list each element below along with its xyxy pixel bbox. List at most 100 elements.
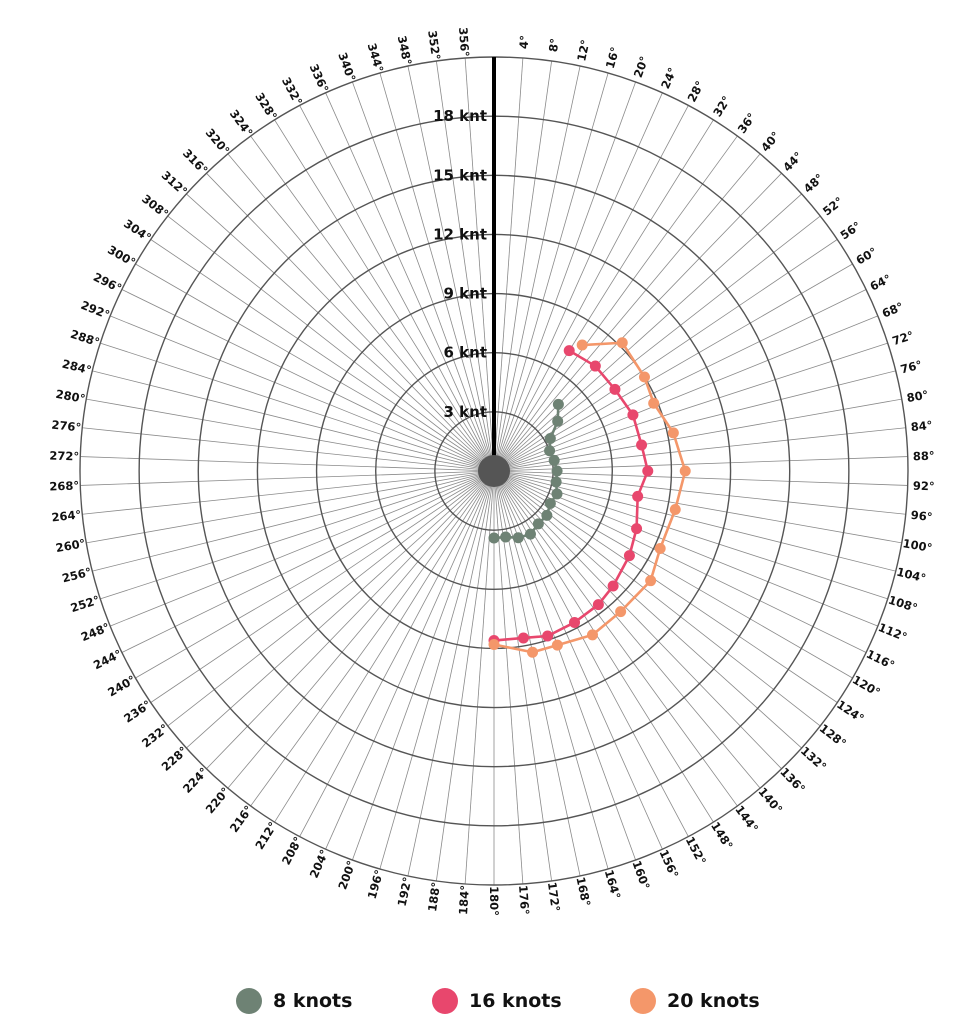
series-1-point-11[interactable] <box>524 528 536 540</box>
spoke-20 <box>493 81 636 472</box>
angle-label-280: 280° <box>55 387 87 406</box>
spoke-220 <box>227 470 495 789</box>
spoke-72 <box>493 342 888 472</box>
series-2-point-12[interactable] <box>542 630 554 642</box>
spoke-188 <box>435 470 495 882</box>
series-1-point-0[interactable] <box>552 398 564 410</box>
angle-label-172: 172° <box>545 881 563 912</box>
angle-label-324: 324° <box>227 107 256 139</box>
angle-label-332: 332° <box>279 75 305 108</box>
legend-item-8-knots[interactable]: 8 knots <box>236 988 352 1014</box>
series-3-point-3[interactable] <box>648 397 660 409</box>
series-2-point-11[interactable] <box>569 616 581 628</box>
series-1-point-13[interactable] <box>500 531 512 543</box>
angle-label-72: 72° <box>890 328 915 348</box>
series-3-point-0[interactable] <box>576 339 588 351</box>
angle-label-132: 132° <box>798 744 829 774</box>
series-2-point-2[interactable] <box>609 383 621 395</box>
series-2-point-13[interactable] <box>517 632 529 644</box>
angle-label-8: 8° <box>546 37 562 53</box>
series-3-point-9[interactable] <box>615 606 627 618</box>
series-2-point-5[interactable] <box>642 465 654 477</box>
angle-label-244: 244° <box>91 647 124 673</box>
series-3-point-10[interactable] <box>586 629 598 641</box>
spoke-140 <box>493 470 761 789</box>
series-1-point-14[interactable] <box>488 532 500 544</box>
spoke-92 <box>493 470 908 486</box>
angle-label-308: 308° <box>139 192 171 221</box>
series-3-point-6[interactable] <box>669 504 681 516</box>
series-3-point-5[interactable] <box>679 465 691 477</box>
angle-label-304: 304° <box>121 216 154 244</box>
spoke-192 <box>407 470 495 877</box>
spoke-316 <box>206 172 495 472</box>
angle-label-88: 88° <box>913 449 935 464</box>
series-2-point-7[interactable] <box>631 523 643 535</box>
angle-label-284: 284° <box>61 357 93 378</box>
series-2-point-10[interactable] <box>592 599 604 611</box>
series-2-point-4[interactable] <box>636 439 648 451</box>
angle-label-200: 200° <box>335 859 358 892</box>
spoke-24 <box>493 92 663 472</box>
spoke-196 <box>379 470 495 870</box>
angle-label-260: 260° <box>55 536 87 555</box>
angle-label-300: 300° <box>105 242 138 269</box>
series-1-point-5[interactable] <box>551 465 563 477</box>
legend-item-20-knots[interactable]: 20 knots <box>630 988 760 1014</box>
series-2-point-1[interactable] <box>589 360 601 372</box>
angle-label-60: 60° <box>853 244 879 267</box>
angle-label-68: 68° <box>880 299 905 320</box>
series-2-point-6[interactable] <box>632 490 644 502</box>
spoke-8 <box>493 60 553 472</box>
series-1-point-10[interactable] <box>532 518 544 530</box>
radial-tick-labels: 3 knt 6 knt 9 knt 12 knt 15 knt 18 knt <box>433 107 487 421</box>
angular-gridlines <box>80 57 908 885</box>
angle-label-20: 20° <box>631 54 652 79</box>
series-1-point-9[interactable] <box>541 509 553 521</box>
series-1-point-3[interactable] <box>544 445 556 457</box>
series-2-point-0[interactable] <box>563 345 575 357</box>
spoke-184 <box>464 470 495 885</box>
spoke-200 <box>352 470 495 861</box>
speed-label-9: 9 knt <box>444 285 487 303</box>
series-3-point-4[interactable] <box>667 427 679 439</box>
series-3-point-7[interactable] <box>654 542 666 554</box>
series-1-point-7[interactable] <box>551 488 563 500</box>
legend-item-16-knots[interactable]: 16 knots <box>432 988 562 1014</box>
angle-label-128: 128° <box>817 721 849 750</box>
angle-label-32: 32° <box>710 93 733 119</box>
series-1-point-2[interactable] <box>544 432 556 444</box>
angle-label-96: 96° <box>910 508 933 524</box>
spoke-272 <box>80 456 495 472</box>
series-3-point-13[interactable] <box>488 638 500 650</box>
series-3-point-8[interactable] <box>645 575 657 587</box>
series-1-point-1[interactable] <box>552 415 564 427</box>
series-1-point-12[interactable] <box>512 532 524 544</box>
legend-label-20-knots: 20 knots <box>667 990 760 1012</box>
series-3-point-2[interactable] <box>638 371 650 383</box>
angle-label-24: 24° <box>658 65 680 91</box>
speed-label-18: 18 knt <box>433 107 487 125</box>
spoke-308 <box>167 215 495 472</box>
angle-label-228: 228° <box>159 744 190 774</box>
angle-label-136: 136° <box>777 765 808 796</box>
series-1-point-6[interactable] <box>550 476 562 488</box>
series-1 <box>488 398 564 544</box>
spoke-36 <box>493 135 738 472</box>
series-3-point-12[interactable] <box>527 646 539 658</box>
angle-label-220: 220° <box>203 784 233 816</box>
angle-label-120: 120° <box>850 672 883 699</box>
series-1-point-4[interactable] <box>548 454 560 466</box>
series-3-point-1[interactable] <box>616 337 628 349</box>
series-2-point-3[interactable] <box>627 409 639 421</box>
angle-label-36: 36° <box>735 110 759 136</box>
series-layer <box>488 337 691 658</box>
angle-label-108: 108° <box>887 593 920 616</box>
spoke-320 <box>227 153 495 472</box>
spoke-96 <box>493 470 906 515</box>
series-3-point-11[interactable] <box>551 639 563 651</box>
series-1-point-8[interactable] <box>544 498 556 510</box>
series-2-point-8[interactable] <box>623 550 635 562</box>
series-2-point-9[interactable] <box>607 580 619 592</box>
angle-label-312: 312° <box>159 168 190 198</box>
